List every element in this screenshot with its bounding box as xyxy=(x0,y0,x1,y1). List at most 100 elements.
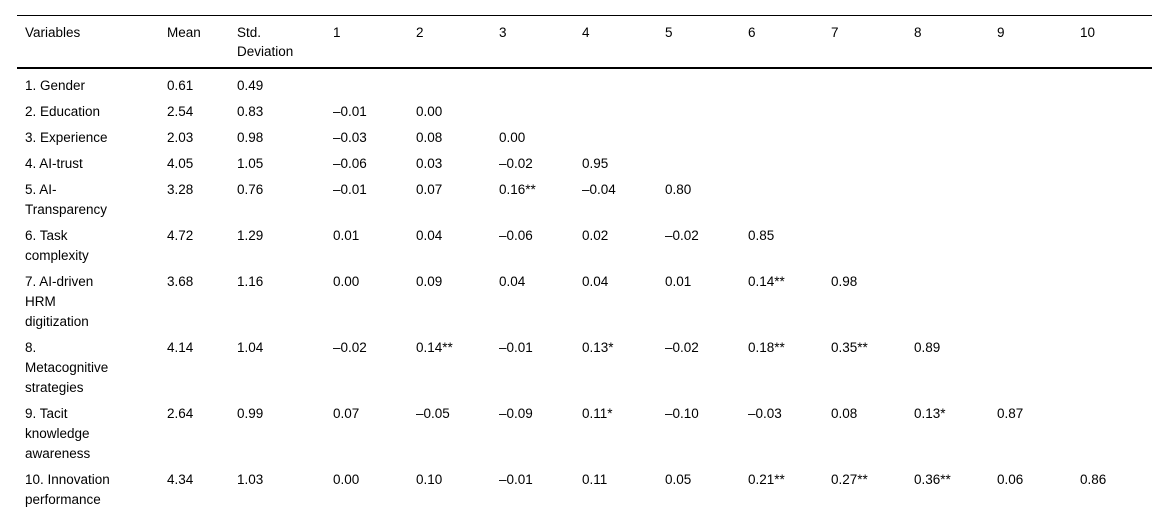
correlation-value xyxy=(914,125,997,151)
correlation-value: 0.21** xyxy=(748,472,785,487)
correlation-value: 0.35** xyxy=(831,340,868,355)
correlation-value xyxy=(748,68,831,99)
table-row: 5. AI- Transparency 3.28 0.76 –0.01 0.07 0.16… xyxy=(17,177,1152,223)
table-row: 8. Metacognitive strategies 4.14 1.04 –0.02… xyxy=(17,335,1152,401)
table-row: 10. Innovation performance 4.34 1.03 0.00 0.… xyxy=(17,467,1152,510)
correlation-value: –0.02 xyxy=(333,340,367,355)
correlation-value: 0.07 xyxy=(333,406,360,421)
table-row: 3. Experience 2.03 0.98 –0.03 0.08 0.00 xyxy=(17,125,1152,151)
correlation-value: 0.98 xyxy=(831,274,858,289)
correlation-value: –0.02 xyxy=(665,228,699,243)
correlation-value: 0.95 xyxy=(582,156,609,171)
table-row: 4. AI-trust 4.05 1.05 –0.06 0.03 –0.02 0.95 xyxy=(17,151,1152,177)
correlation-value: –0.06 xyxy=(333,156,367,171)
variable-label: 9. Tacit knowledge awareness xyxy=(25,406,91,461)
table-body: 1. Gender 0.61 0.49 2. Education 2.54 0.83 –0.… xyxy=(17,68,1152,510)
mean-value: 4.05 xyxy=(167,156,194,171)
column-header: Std. Deviation xyxy=(237,15,333,69)
mean-value: 3.28 xyxy=(167,182,194,197)
correlation-value: 0.10 xyxy=(416,472,443,487)
correlation-value: 0.16** xyxy=(499,182,536,197)
correlation-value: 0.85 xyxy=(748,228,775,243)
correlation-value: –0.03 xyxy=(333,130,367,145)
correlation-value xyxy=(914,99,997,125)
correlation-value: –0.01 xyxy=(333,104,367,119)
correlation-value xyxy=(665,68,748,99)
variable-label: 1. Gender xyxy=(25,78,86,93)
column-header: Variables xyxy=(17,15,167,69)
correlation-value xyxy=(665,125,748,151)
correlation-value xyxy=(831,223,914,269)
correlation-value xyxy=(748,125,831,151)
correlation-value: 0.36** xyxy=(914,472,951,487)
sd-value: 1.03 xyxy=(237,472,264,487)
column-header: 7 xyxy=(831,15,914,69)
correlation-value: –0.02 xyxy=(499,156,533,171)
correlation-value: 0.04 xyxy=(416,228,443,243)
correlation-value xyxy=(1080,335,1152,401)
mean-value: 2.64 xyxy=(167,406,194,421)
correlation-value: –0.01 xyxy=(499,472,533,487)
sd-value: 1.04 xyxy=(237,340,264,355)
column-header: 4 xyxy=(582,15,665,69)
mean-value: 2.03 xyxy=(167,130,194,145)
correlation-value xyxy=(997,151,1080,177)
correlation-value: 0.13* xyxy=(582,340,614,355)
table-row: 7. AI-driven HRM digitization 3.68 1.16 0.0… xyxy=(17,269,1152,335)
correlation-value xyxy=(831,99,914,125)
correlation-value: –0.10 xyxy=(665,406,699,421)
correlation-value: 0.87 xyxy=(997,406,1024,421)
correlation-value xyxy=(914,269,997,335)
correlation-value: –0.06 xyxy=(499,228,533,243)
correlation-value xyxy=(582,99,665,125)
correlation-value xyxy=(997,99,1080,125)
column-header: 2 xyxy=(416,15,499,69)
correlation-value: 0.11* xyxy=(582,406,613,421)
variable-label: 7. AI-driven HRM digitization xyxy=(25,274,94,329)
correlation-value: –0.05 xyxy=(416,406,450,421)
correlation-value xyxy=(582,125,665,151)
correlation-value xyxy=(1080,223,1152,269)
variable-label: 8. Metacognitive strategies xyxy=(25,340,109,395)
variable-label: 6. Task complexity xyxy=(25,228,89,263)
correlation-value xyxy=(665,99,748,125)
correlation-value: 0.04 xyxy=(582,274,609,289)
column-header: 10 xyxy=(1080,15,1152,69)
correlation-value: 0.18** xyxy=(748,340,785,355)
correlation-value: 0.00 xyxy=(333,274,360,289)
mean-value: 0.61 xyxy=(167,78,194,93)
correlation-value xyxy=(997,335,1080,401)
correlation-value xyxy=(748,151,831,177)
mean-value: 2.54 xyxy=(167,104,194,119)
sd-value: 1.16 xyxy=(237,274,264,289)
correlation-value: 0.80 xyxy=(665,182,692,197)
correlation-value xyxy=(582,68,665,99)
correlation-value: 0.06 xyxy=(997,472,1024,487)
correlation-value xyxy=(1080,401,1152,467)
correlation-value xyxy=(831,151,914,177)
table-row: 1. Gender 0.61 0.49 xyxy=(17,68,1152,99)
table-row: 6. Task complexity 4.72 1.29 0.01 0.04 –0.06 0… xyxy=(17,223,1152,269)
correlation-value: 0.01 xyxy=(333,228,360,243)
mean-value: 4.14 xyxy=(167,340,194,355)
correlation-value xyxy=(499,99,582,125)
column-header: Mean xyxy=(167,15,237,69)
correlation-value: 0.00 xyxy=(333,472,360,487)
table-header: Variables Mean Std. Deviation 1 2 3 4 5 6 7 8 9 10 xyxy=(17,15,1152,69)
correlation-value: –0.04 xyxy=(582,182,616,197)
correlation-value: 0.89 xyxy=(914,340,941,355)
table-row: 9. Tacit knowledge awareness 2.64 0.99 0.07… xyxy=(17,401,1152,467)
correlation-value xyxy=(499,68,582,99)
sd-value: 0.83 xyxy=(237,104,264,119)
correlation-value: 0.11 xyxy=(582,472,608,487)
variable-label: 4. AI-trust xyxy=(25,156,83,171)
sd-value: 0.49 xyxy=(237,78,264,93)
sd-value: 1.05 xyxy=(237,156,264,171)
correlation-value: 0.04 xyxy=(499,274,526,289)
correlation-value xyxy=(416,68,499,99)
correlation-value xyxy=(1080,151,1152,177)
correlation-value: 0.27** xyxy=(831,472,868,487)
correlation-value: 0.86 xyxy=(1080,472,1107,487)
correlation-value xyxy=(1080,125,1152,151)
